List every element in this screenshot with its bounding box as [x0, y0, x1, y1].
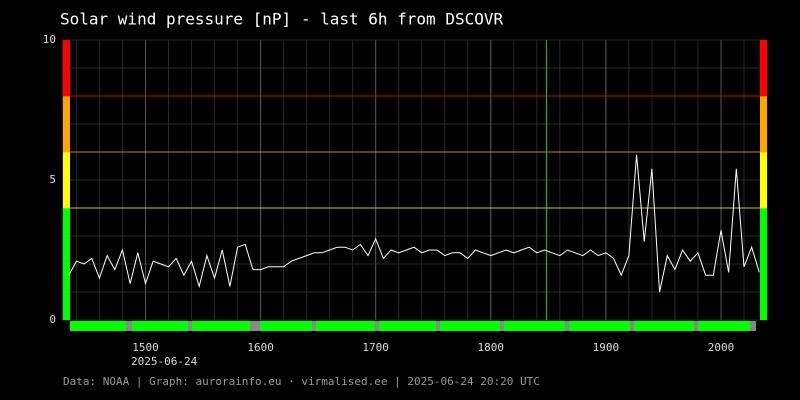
x-tick-label: 1700	[362, 341, 389, 354]
y-tick-label: 10	[43, 33, 56, 46]
footer: Data: NOAA | Graph: aurorainfo.eu · virm…	[63, 375, 540, 388]
x-tick-label: 1800	[478, 341, 505, 354]
level-band	[760, 40, 767, 96]
status-gap	[630, 321, 634, 331]
status-gap	[312, 321, 316, 331]
date-label: 2025-06-24	[131, 355, 198, 368]
status-gap	[750, 321, 756, 331]
x-tick-label: 1900	[593, 341, 620, 354]
level-band	[760, 152, 767, 208]
level-band	[63, 96, 70, 152]
x-tick-label: 1600	[247, 341, 274, 354]
data-line	[68, 154, 760, 293]
level-band	[63, 208, 70, 320]
x-tick-label: 1500	[132, 341, 159, 354]
status-gap	[250, 321, 260, 331]
status-gap	[565, 321, 569, 331]
level-band	[760, 96, 767, 152]
chart-title: Solar wind pressure [nP] - last 6h from …	[60, 10, 503, 29]
status-gap	[188, 321, 192, 331]
level-band	[63, 40, 70, 96]
status-gaps	[126, 321, 756, 331]
status-gap	[375, 321, 379, 331]
status-strip	[70, 321, 756, 331]
y-tick-label: 5	[49, 173, 56, 186]
y-tick-label: 0	[49, 313, 56, 326]
level-band	[760, 208, 767, 320]
status-gap	[694, 321, 698, 331]
status-gap	[500, 321, 504, 331]
status-gap	[126, 321, 132, 331]
status-gap	[436, 321, 440, 331]
x-tick-label: 2000	[708, 341, 735, 354]
level-band	[63, 152, 70, 208]
